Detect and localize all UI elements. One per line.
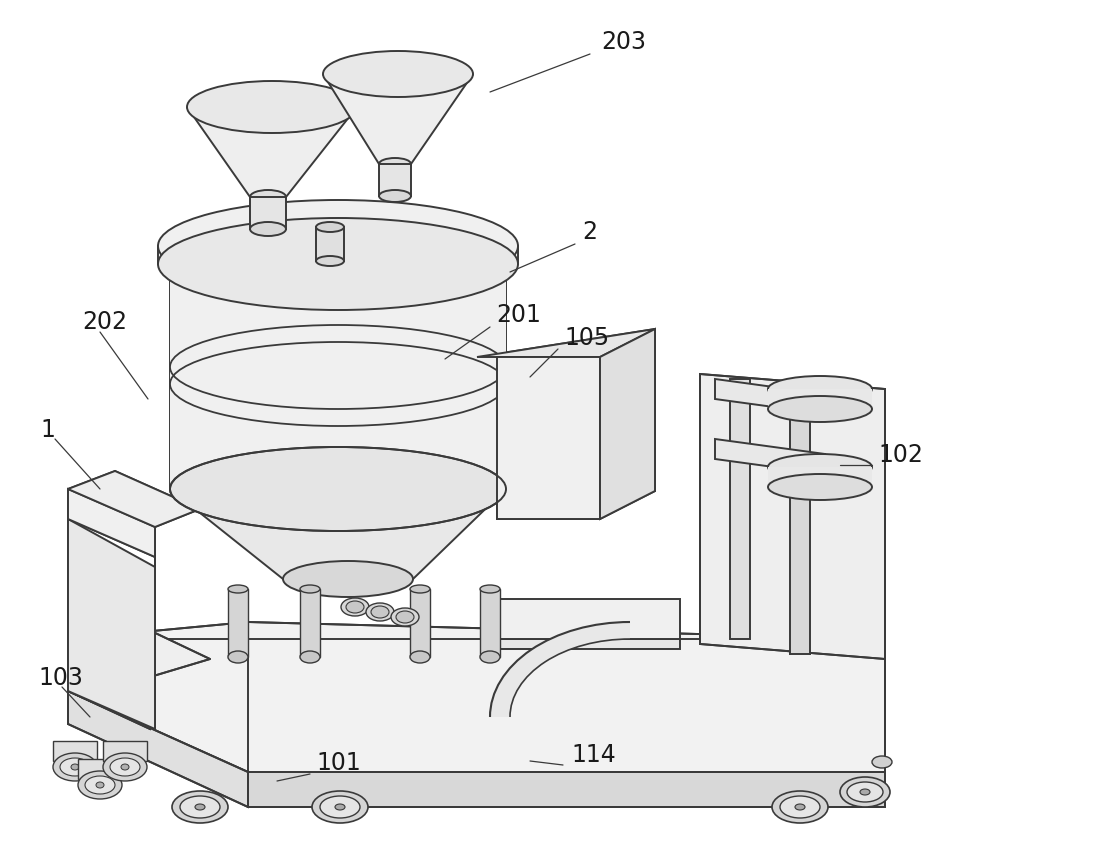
Ellipse shape: [480, 651, 500, 664]
Ellipse shape: [283, 561, 413, 597]
Polygon shape: [490, 639, 680, 649]
Text: 101: 101: [316, 750, 360, 774]
Polygon shape: [497, 357, 599, 519]
Ellipse shape: [768, 455, 872, 480]
Ellipse shape: [53, 753, 97, 781]
Polygon shape: [187, 107, 357, 198]
Ellipse shape: [121, 764, 129, 770]
Ellipse shape: [335, 804, 345, 810]
Ellipse shape: [228, 651, 248, 664]
Ellipse shape: [341, 598, 369, 616]
Ellipse shape: [300, 651, 320, 664]
Polygon shape: [53, 741, 97, 761]
Ellipse shape: [795, 804, 804, 810]
Ellipse shape: [379, 191, 411, 203]
Text: 1: 1: [40, 417, 55, 442]
Ellipse shape: [158, 200, 518, 293]
Ellipse shape: [250, 223, 287, 237]
Ellipse shape: [158, 218, 518, 310]
Polygon shape: [68, 639, 150, 729]
Ellipse shape: [102, 753, 147, 781]
Polygon shape: [730, 380, 750, 639]
Polygon shape: [599, 329, 655, 519]
Ellipse shape: [71, 764, 79, 770]
Text: 203: 203: [601, 30, 646, 54]
Polygon shape: [68, 621, 210, 677]
Ellipse shape: [396, 612, 414, 624]
Polygon shape: [790, 395, 810, 654]
Ellipse shape: [172, 791, 228, 823]
Ellipse shape: [316, 257, 344, 267]
Text: 103: 103: [37, 665, 83, 689]
Ellipse shape: [366, 603, 395, 621]
Ellipse shape: [78, 771, 122, 799]
Polygon shape: [250, 198, 287, 229]
Polygon shape: [323, 75, 473, 165]
Ellipse shape: [391, 608, 419, 626]
Text: 2: 2: [582, 220, 597, 244]
Ellipse shape: [872, 756, 892, 768]
Ellipse shape: [410, 585, 430, 594]
Polygon shape: [480, 589, 500, 657]
Polygon shape: [78, 759, 122, 779]
Polygon shape: [102, 741, 147, 761]
Ellipse shape: [768, 376, 872, 403]
Ellipse shape: [180, 796, 220, 818]
Polygon shape: [768, 390, 872, 409]
Ellipse shape: [768, 474, 872, 501]
Polygon shape: [68, 490, 155, 557]
Ellipse shape: [410, 651, 430, 664]
Text: 114: 114: [571, 742, 616, 766]
Ellipse shape: [860, 789, 869, 795]
Ellipse shape: [323, 52, 473, 98]
Ellipse shape: [250, 191, 287, 205]
Polygon shape: [300, 589, 320, 657]
Ellipse shape: [300, 585, 320, 594]
Polygon shape: [228, 589, 248, 657]
Polygon shape: [768, 467, 872, 487]
Polygon shape: [490, 600, 680, 639]
Polygon shape: [477, 329, 655, 357]
Polygon shape: [68, 519, 155, 729]
Polygon shape: [68, 623, 885, 772]
Polygon shape: [316, 228, 344, 262]
Polygon shape: [410, 589, 430, 657]
Ellipse shape: [379, 159, 411, 171]
Text: 201: 201: [496, 303, 541, 327]
Text: 105: 105: [564, 326, 609, 350]
Ellipse shape: [780, 796, 820, 818]
Polygon shape: [700, 374, 885, 659]
Polygon shape: [379, 165, 411, 197]
Ellipse shape: [60, 758, 90, 776]
Text: 202: 202: [82, 310, 127, 334]
Ellipse shape: [840, 777, 890, 807]
Ellipse shape: [316, 223, 344, 233]
Ellipse shape: [85, 776, 115, 794]
Ellipse shape: [847, 782, 883, 802]
Polygon shape: [170, 490, 506, 579]
Polygon shape: [170, 262, 506, 490]
Polygon shape: [68, 691, 248, 807]
Ellipse shape: [768, 397, 872, 422]
Ellipse shape: [187, 82, 357, 134]
Ellipse shape: [773, 791, 828, 823]
Ellipse shape: [312, 791, 368, 823]
Ellipse shape: [320, 796, 360, 818]
Ellipse shape: [195, 804, 205, 810]
Ellipse shape: [96, 782, 104, 788]
Polygon shape: [715, 439, 825, 474]
Polygon shape: [248, 772, 885, 807]
Ellipse shape: [346, 601, 364, 613]
Ellipse shape: [170, 448, 506, 531]
Ellipse shape: [170, 220, 506, 304]
Ellipse shape: [371, 606, 389, 618]
Polygon shape: [68, 472, 199, 527]
Polygon shape: [490, 623, 630, 717]
Polygon shape: [715, 380, 825, 415]
Ellipse shape: [480, 585, 500, 594]
Ellipse shape: [228, 585, 248, 594]
Ellipse shape: [110, 758, 140, 776]
Text: 102: 102: [878, 443, 922, 467]
